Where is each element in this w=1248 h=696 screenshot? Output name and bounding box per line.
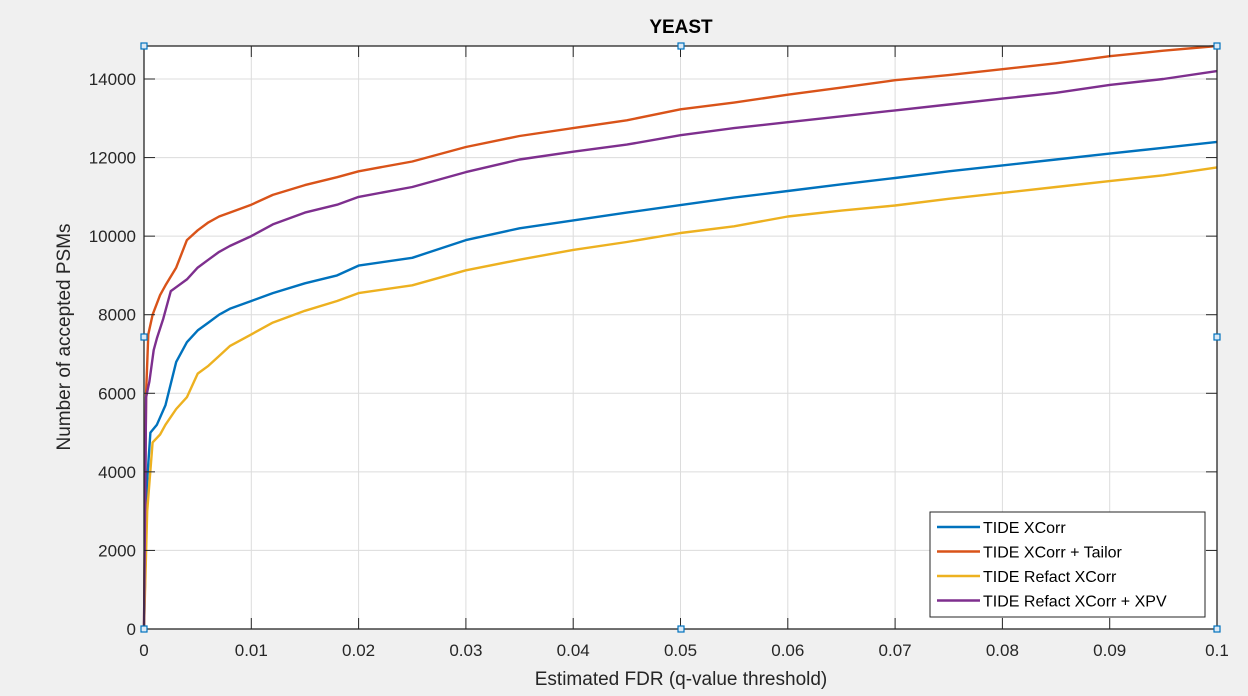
x-tick-label: 0.04 xyxy=(557,641,590,660)
resize-handle[interactable] xyxy=(1213,333,1221,341)
legend-entry-label: TIDE XCorr + Tailor xyxy=(983,545,1123,562)
resize-handle[interactable] xyxy=(140,42,148,50)
series-line-tide-xcorr xyxy=(142,140,1218,630)
y-tick-label: 2000 xyxy=(98,541,136,560)
series-line-tide-refact-xcorr-xpv xyxy=(142,69,1218,630)
selection-handles[interactable] xyxy=(140,42,1221,633)
x-tick-labels: 0 0.01 0.02 0.03 0.04 0.05 0.06 0.07 0.08 0.09 0.1 xyxy=(139,641,1229,660)
legend-entry-label: TIDE Refact XCorr + XPV xyxy=(983,594,1167,611)
y-tick-label: 0 xyxy=(127,620,136,639)
x-tick-label: 0.08 xyxy=(986,641,1019,660)
y-tick-label: 6000 xyxy=(98,384,136,403)
legend-entry-label: TIDE XCorr xyxy=(983,520,1066,537)
resize-handle[interactable] xyxy=(140,625,148,633)
x-tick-label: 0 xyxy=(139,641,148,660)
y-tick-label: 8000 xyxy=(98,306,136,325)
x-tick-label: 0.1 xyxy=(1205,641,1229,660)
x-axis-label: Estimated FDR (q-value threshold) xyxy=(535,669,828,690)
y-tick-labels: 0 2000 4000 6000 8000 10000 12000 14000 xyxy=(89,70,136,639)
y-tick-label: 12000 xyxy=(89,149,136,168)
series-line-tide-refact-xcorr xyxy=(142,166,1218,630)
x-tick-label: 0.07 xyxy=(879,641,912,660)
y-axis-label: Number of accepted PSMs xyxy=(54,223,75,450)
resize-handle[interactable] xyxy=(1213,42,1221,50)
y-tick-label: 10000 xyxy=(89,227,136,246)
x-tick-label: 0.09 xyxy=(1093,641,1126,660)
legend[interactable]: TIDE XCorr TIDE XCorr + Tailor TIDE Refact… xyxy=(929,511,1206,618)
chart-title: YEAST xyxy=(649,17,713,38)
resize-handle[interactable] xyxy=(1213,625,1221,633)
x-tick-label: 0.01 xyxy=(235,641,268,660)
x-tick-label: 0.02 xyxy=(342,641,375,660)
data-series xyxy=(142,44,1218,630)
legend-entry-label: TIDE Refact XCorr xyxy=(983,569,1117,586)
x-tick-label: 0.05 xyxy=(664,641,697,660)
resize-handle[interactable] xyxy=(677,625,685,633)
x-tick-label: 0.03 xyxy=(449,641,482,660)
x-tick-label: 0.06 xyxy=(771,641,804,660)
resize-handle[interactable] xyxy=(677,42,685,50)
y-tick-label: 14000 xyxy=(89,70,136,89)
series-line-tide-xcorr-tailor xyxy=(142,44,1218,630)
y-tick-label: 4000 xyxy=(98,463,136,482)
resize-handle[interactable] xyxy=(140,333,148,341)
